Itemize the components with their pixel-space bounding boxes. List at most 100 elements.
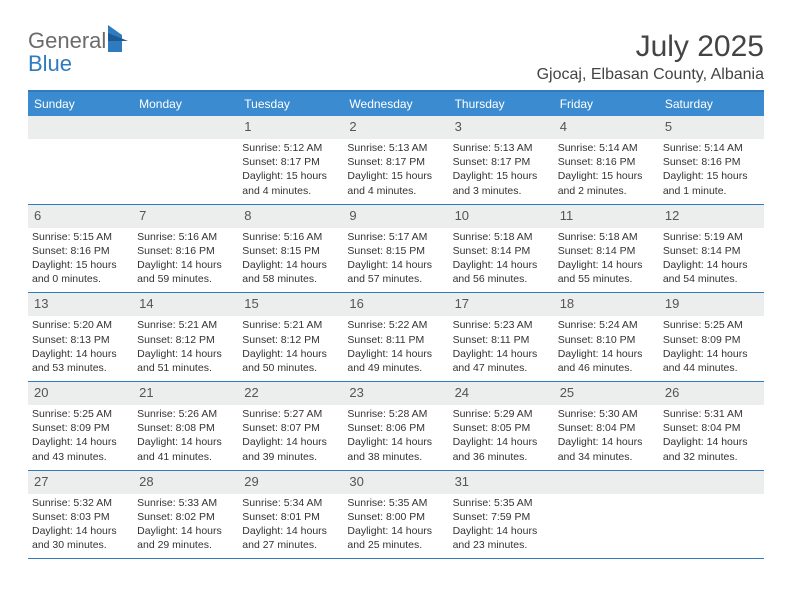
day-cell xyxy=(133,116,238,204)
dayhead-fri: Friday xyxy=(554,92,659,116)
day-number: 7 xyxy=(139,208,146,223)
day-number: 17 xyxy=(455,296,469,311)
day-number: 9 xyxy=(349,208,356,223)
day-number: 15 xyxy=(244,296,258,311)
day-number: 29 xyxy=(244,474,258,489)
dayhead-mon: Monday xyxy=(133,92,238,116)
sunrise-text: Sunrise: 5:22 AM xyxy=(347,318,444,332)
sunrise-text: Sunrise: 5:21 AM xyxy=(137,318,234,332)
day-cell: 6Sunrise: 5:15 AMSunset: 8:16 PMDaylight… xyxy=(28,205,133,293)
sunset-text: Sunset: 8:04 PM xyxy=(558,421,655,435)
day-number: 1 xyxy=(244,119,251,134)
daylight-text: Daylight: 14 hours and 38 minutes. xyxy=(347,435,444,463)
sunrise-text: Sunrise: 5:25 AM xyxy=(32,407,129,421)
sunrise-text: Sunrise: 5:35 AM xyxy=(347,496,444,510)
day-body: Sunrise: 5:25 AMSunset: 8:09 PMDaylight:… xyxy=(663,316,760,375)
day-body: Sunrise: 5:19 AMSunset: 8:14 PMDaylight:… xyxy=(663,228,760,287)
daylight-text: Daylight: 14 hours and 56 minutes. xyxy=(453,258,550,286)
sunrise-text: Sunrise: 5:14 AM xyxy=(663,141,760,155)
sunset-text: Sunset: 8:17 PM xyxy=(347,155,444,169)
day-cell: 1 Sunrise: 5:12 AMSunset: 8:17 PMDaylight… xyxy=(238,116,343,204)
day-body: Sunrise: 5:12 AMSunset: 8:17 PMDaylight:… xyxy=(242,139,339,198)
sunset-text: Sunset: 8:07 PM xyxy=(242,421,339,435)
daylight-text: Daylight: 15 hours and 2 minutes. xyxy=(558,169,655,197)
sunset-text: Sunset: 8:16 PM xyxy=(137,244,234,258)
sunrise-text: Sunrise: 5:18 AM xyxy=(558,230,655,244)
month-title: July 2025 xyxy=(537,30,764,64)
daynum-row: 5 xyxy=(659,116,764,139)
day-cell: 9Sunrise: 5:17 AMSunset: 8:15 PMDaylight… xyxy=(343,205,448,293)
day-cell xyxy=(659,471,764,559)
daynum-row: 26 xyxy=(659,382,764,405)
calendar-page: General Blue July 2025 Gjocaj, Elbasan C… xyxy=(0,0,792,559)
sunrise-text: Sunrise: 5:16 AM xyxy=(242,230,339,244)
day-body: Sunrise: 5:30 AMSunset: 8:04 PMDaylight:… xyxy=(558,405,655,464)
daynum-row: 19 xyxy=(659,293,764,316)
daynum-row: 21 xyxy=(133,382,238,405)
title-block: July 2025 Gjocaj, Elbasan County, Albani… xyxy=(537,30,764,84)
dayhead-sat: Saturday xyxy=(659,92,764,116)
day-cell: 2Sunrise: 5:13 AMSunset: 8:17 PMDaylight… xyxy=(343,116,448,204)
daynum-row: 29 xyxy=(238,471,343,494)
page-header: General Blue July 2025 Gjocaj, Elbasan C… xyxy=(28,30,764,84)
day-cell: 28Sunrise: 5:33 AMSunset: 8:02 PMDayligh… xyxy=(133,471,238,559)
sunset-text: Sunset: 8:14 PM xyxy=(453,244,550,258)
day-body: Sunrise: 5:24 AMSunset: 8:10 PMDaylight:… xyxy=(558,316,655,375)
day-number: 4 xyxy=(560,119,567,134)
day-body: Sunrise: 5:35 AMSunset: 7:59 PMDaylight:… xyxy=(453,494,550,553)
day-number: 19 xyxy=(665,296,679,311)
sunset-text: Sunset: 8:17 PM xyxy=(453,155,550,169)
sunset-text: Sunset: 8:16 PM xyxy=(663,155,760,169)
day-body: Sunrise: 5:18 AMSunset: 8:14 PMDaylight:… xyxy=(558,228,655,287)
daynum-row: 31 xyxy=(449,471,554,494)
sunrise-text: Sunrise: 5:18 AM xyxy=(453,230,550,244)
daynum-row: 12 xyxy=(659,205,764,228)
sunset-text: Sunset: 8:03 PM xyxy=(32,510,129,524)
sunset-text: Sunset: 8:00 PM xyxy=(347,510,444,524)
week-row: 27Sunrise: 5:32 AMSunset: 8:03 PMDayligh… xyxy=(28,471,764,560)
sunset-text: Sunset: 8:09 PM xyxy=(32,421,129,435)
day-cell: 11Sunrise: 5:18 AMSunset: 8:14 PMDayligh… xyxy=(554,205,659,293)
daylight-text: Daylight: 14 hours and 43 minutes. xyxy=(32,435,129,463)
day-cell: 3Sunrise: 5:13 AMSunset: 8:17 PMDaylight… xyxy=(449,116,554,204)
day-cell xyxy=(554,471,659,559)
day-number xyxy=(34,119,38,134)
daylight-text: Daylight: 14 hours and 51 minutes. xyxy=(137,347,234,375)
daynum-row xyxy=(659,471,764,494)
daynum-row: 20 xyxy=(28,382,133,405)
day-body: Sunrise: 5:13 AMSunset: 8:17 PMDaylight:… xyxy=(453,139,550,198)
day-cell: 20 Sunrise: 5:25 AMSunset: 8:09 PMDayligh… xyxy=(28,382,133,470)
daynum-row: 1 xyxy=(238,116,343,139)
day-number: 21 xyxy=(139,385,153,400)
daylight-text: Daylight: 14 hours and 50 minutes. xyxy=(242,347,339,375)
sunset-text: Sunset: 8:13 PM xyxy=(32,333,129,347)
day-body: Sunrise: 5:21 AMSunset: 8:12 PMDaylight:… xyxy=(242,316,339,375)
logo-sail-icon xyxy=(108,25,122,52)
weekday-header: Sunday Monday Tuesday Wednesday Thursday… xyxy=(28,92,764,116)
daylight-text: Daylight: 14 hours and 36 minutes. xyxy=(453,435,550,463)
sunrise-text: Sunrise: 5:32 AM xyxy=(32,496,129,510)
day-number: 31 xyxy=(455,474,469,489)
sunrise-text: Sunrise: 5:12 AM xyxy=(242,141,339,155)
daylight-text: Daylight: 14 hours and 47 minutes. xyxy=(453,347,550,375)
logo: General Blue xyxy=(28,30,122,76)
daylight-text: Daylight: 14 hours and 55 minutes. xyxy=(558,258,655,286)
day-cell: 18Sunrise: 5:24 AMSunset: 8:10 PMDayligh… xyxy=(554,293,659,381)
day-cell: 21Sunrise: 5:26 AMSunset: 8:08 PMDayligh… xyxy=(133,382,238,470)
weeks-container: 1Sunrise: 5:12 AMSunset: 8:17 PMDaylight… xyxy=(28,116,764,559)
day-body: Sunrise: 5:32 AMSunset: 8:03 PMDaylight:… xyxy=(32,494,129,553)
day-body: Sunrise: 5:33 AMSunset: 8:02 PMDaylight:… xyxy=(137,494,234,553)
sunset-text: Sunset: 8:02 PM xyxy=(137,510,234,524)
daylight-text: Daylight: 15 hours and 0 minutes. xyxy=(32,258,129,286)
daylight-text: Daylight: 14 hours and 39 minutes. xyxy=(242,435,339,463)
daylight-text: Daylight: 15 hours and 3 minutes. xyxy=(453,169,550,197)
day-cell: 17Sunrise: 5:23 AMSunset: 8:11 PMDayligh… xyxy=(449,293,554,381)
day-number: 2 xyxy=(349,119,356,134)
daylight-text: Daylight: 14 hours and 32 minutes. xyxy=(663,435,760,463)
day-body: Sunrise: 5:34 AMSunset: 8:01 PMDaylight:… xyxy=(242,494,339,553)
sunset-text: Sunset: 7:59 PM xyxy=(453,510,550,524)
daynum-row: 25 xyxy=(554,382,659,405)
day-number: 23 xyxy=(349,385,363,400)
day-cell: 24Sunrise: 5:29 AMSunset: 8:05 PMDayligh… xyxy=(449,382,554,470)
location-label: Gjocaj, Elbasan County, Albania xyxy=(537,66,764,84)
